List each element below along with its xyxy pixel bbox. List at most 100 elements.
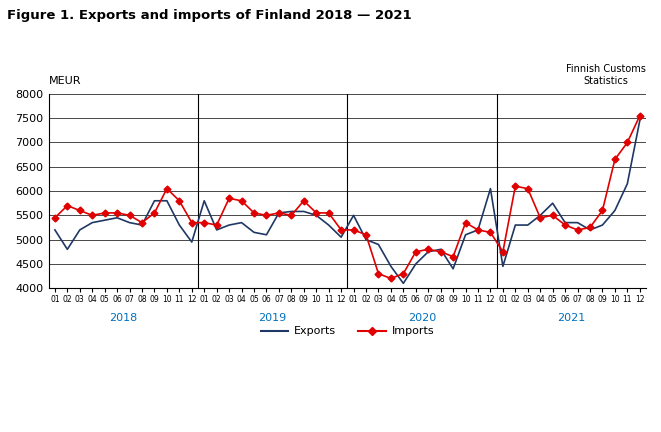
Text: 2018: 2018 xyxy=(109,314,137,324)
Imports xyxy=(126,213,134,218)
Exports xyxy=(561,220,569,225)
Imports xyxy=(524,186,531,191)
Imports xyxy=(250,210,258,216)
Exports xyxy=(350,213,358,218)
Exports xyxy=(275,210,283,216)
Imports xyxy=(474,227,482,232)
Text: 2019: 2019 xyxy=(258,314,287,324)
Exports xyxy=(175,222,183,228)
Imports xyxy=(275,210,283,216)
Imports xyxy=(512,184,520,189)
Exports xyxy=(486,186,494,191)
Imports xyxy=(387,276,395,281)
Exports xyxy=(387,264,395,269)
Imports xyxy=(325,210,332,216)
Imports xyxy=(262,213,270,218)
Exports xyxy=(76,227,84,232)
Imports xyxy=(213,222,221,228)
Exports xyxy=(399,281,407,286)
Exports xyxy=(499,264,507,269)
Imports xyxy=(175,198,183,203)
Imports xyxy=(362,232,370,237)
Exports xyxy=(574,220,582,225)
Imports xyxy=(188,220,196,225)
Line: Imports: Imports xyxy=(52,113,642,281)
Imports xyxy=(611,157,619,162)
Imports xyxy=(51,215,59,220)
Imports xyxy=(89,213,97,218)
Imports xyxy=(63,203,71,208)
Exports xyxy=(163,198,171,203)
Imports xyxy=(412,249,420,254)
Imports xyxy=(225,196,233,201)
Exports xyxy=(288,209,295,214)
Exports xyxy=(474,227,482,232)
Legend: Exports, Imports: Exports, Imports xyxy=(256,322,439,341)
Exports xyxy=(51,227,59,232)
Imports xyxy=(636,113,644,118)
Exports xyxy=(611,208,619,213)
Imports xyxy=(312,210,320,216)
Imports xyxy=(288,213,295,218)
Imports xyxy=(574,227,582,232)
Exports xyxy=(200,198,208,203)
Exports xyxy=(412,261,420,267)
Imports xyxy=(76,208,84,213)
Imports xyxy=(623,140,631,145)
Exports xyxy=(362,237,370,242)
Text: Figure 1. Exports and imports of Finland 2018 — 2021: Figure 1. Exports and imports of Finland… xyxy=(7,9,411,22)
Exports xyxy=(262,232,270,237)
Exports xyxy=(237,220,245,225)
Imports xyxy=(536,215,544,220)
Exports xyxy=(213,227,221,232)
Exports xyxy=(449,266,457,271)
Exports xyxy=(126,220,134,225)
Exports xyxy=(536,213,544,218)
Imports xyxy=(561,222,569,228)
Exports xyxy=(312,213,320,218)
Exports xyxy=(524,222,531,228)
Exports xyxy=(337,235,345,240)
Exports xyxy=(63,247,71,252)
Exports xyxy=(325,222,332,228)
Imports xyxy=(237,198,245,203)
Imports xyxy=(424,247,432,252)
Imports xyxy=(586,225,594,230)
Imports xyxy=(138,220,146,225)
Exports xyxy=(151,198,159,203)
Imports xyxy=(499,249,507,254)
Exports xyxy=(549,200,557,206)
Exports xyxy=(138,222,146,228)
Exports xyxy=(598,222,606,228)
Imports xyxy=(163,186,171,191)
Imports xyxy=(437,249,445,254)
Exports xyxy=(89,220,97,225)
Text: 2020: 2020 xyxy=(408,314,436,324)
Line: Exports: Exports xyxy=(55,121,640,283)
Exports xyxy=(636,118,644,123)
Exports xyxy=(225,222,233,228)
Imports xyxy=(113,210,121,216)
Imports xyxy=(399,271,407,276)
Imports xyxy=(549,213,557,218)
Imports xyxy=(375,271,383,276)
Imports xyxy=(486,230,494,235)
Imports xyxy=(598,208,606,213)
Exports xyxy=(424,249,432,254)
Imports xyxy=(100,210,108,216)
Exports xyxy=(300,209,308,214)
Imports xyxy=(200,220,208,225)
Text: MEUR: MEUR xyxy=(49,76,81,86)
Exports xyxy=(586,227,594,232)
Imports xyxy=(461,220,469,225)
Exports xyxy=(375,242,383,247)
Exports xyxy=(437,247,445,252)
Exports xyxy=(623,181,631,186)
Exports xyxy=(188,239,196,245)
Text: 2021: 2021 xyxy=(557,314,586,324)
Imports xyxy=(337,227,345,232)
Exports xyxy=(100,218,108,223)
Exports xyxy=(512,222,520,228)
Exports xyxy=(113,215,121,220)
Imports xyxy=(350,227,358,232)
